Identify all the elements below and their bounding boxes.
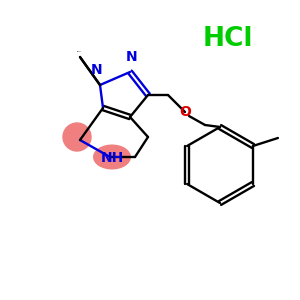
Text: O: O: [179, 105, 191, 119]
Circle shape: [63, 123, 91, 151]
Text: methyl: methyl: [77, 51, 82, 52]
Text: HCl: HCl: [203, 26, 253, 52]
Ellipse shape: [93, 145, 131, 169]
Text: NH: NH: [100, 151, 124, 165]
Text: N: N: [126, 50, 138, 64]
Text: N: N: [91, 63, 103, 77]
